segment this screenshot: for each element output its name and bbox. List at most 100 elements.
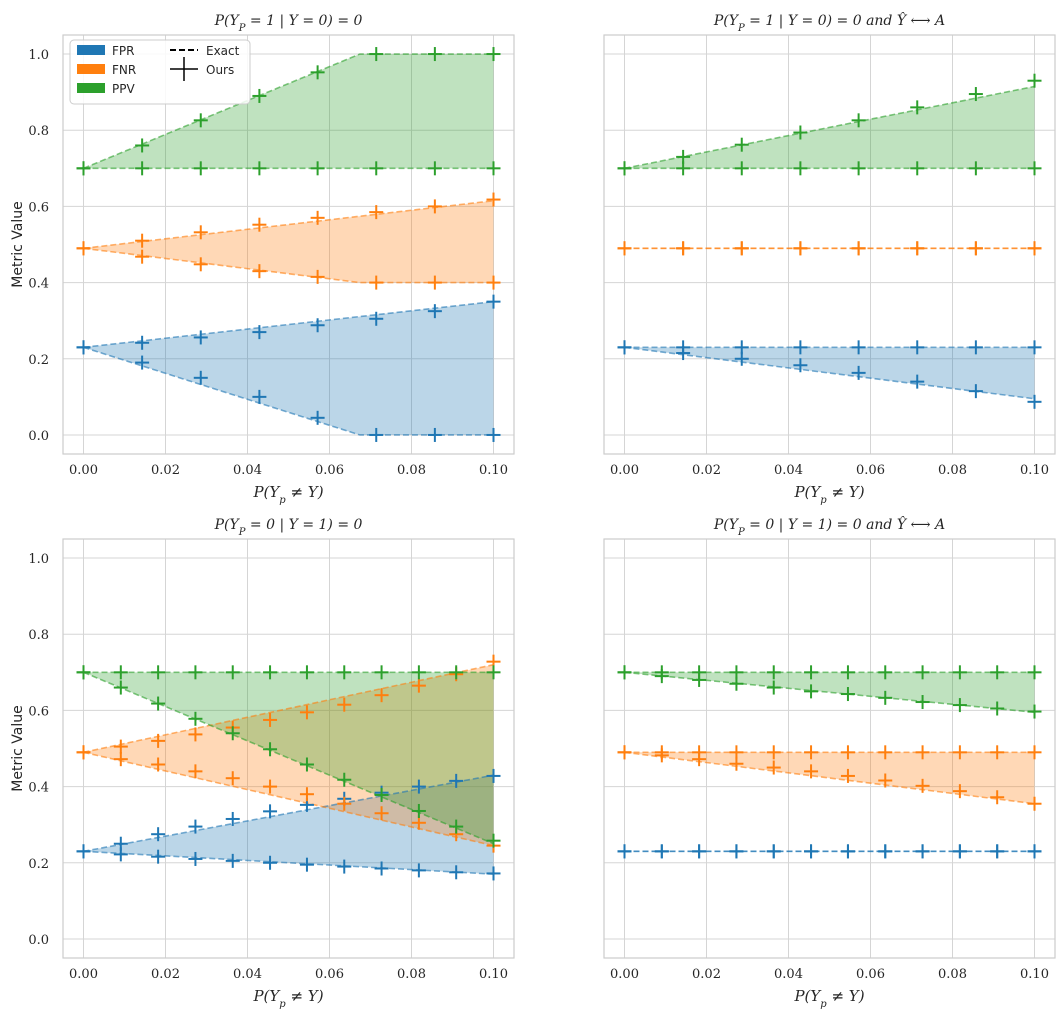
marker-upper-fpr: [427, 304, 442, 319]
marker-lower-fnr: [804, 764, 819, 779]
marker-lower-fpr: [151, 849, 166, 864]
marker-upper-ppv: [968, 87, 983, 102]
marker-upper-fnr: [427, 199, 442, 214]
exact-lower-line-fpr: [83, 346, 494, 436]
x-tick-label: 0.00: [610, 967, 639, 982]
marker-upper-ppv: [804, 665, 819, 680]
legend-label-exact: Exact: [206, 44, 240, 58]
marker-lower-fnr: [188, 764, 203, 779]
marker-lower-ppv: [151, 696, 166, 711]
marker-upper-ppv: [193, 113, 208, 128]
y-tick-label: 0.2: [28, 353, 49, 368]
y-tick-label: 0.6: [28, 200, 49, 215]
marker-lower-fpr: [113, 847, 128, 862]
y-tick-label: 0.0: [28, 933, 49, 948]
marker-lower-fnr: [486, 275, 501, 290]
marker-lower-fpr: [427, 427, 442, 442]
x-tick-label: 0.10: [1020, 967, 1049, 982]
marker-lower-ppv: [486, 161, 501, 176]
x-tick-label: 0.08: [397, 463, 426, 478]
marker-lower-fnr: [840, 768, 855, 783]
y-tick-label: 0.0: [28, 429, 49, 444]
marker-lower-fpr: [729, 844, 744, 859]
x-tick-label: 0.02: [151, 463, 180, 478]
marker-lower-fpr: [990, 844, 1005, 859]
x-axis-label: P(Yp ≠ Y): [252, 483, 323, 506]
x-tick-label: 0.02: [692, 463, 721, 478]
marker-lower-ppv: [617, 665, 632, 680]
marker-upper-ppv: [374, 665, 389, 680]
marker-upper-ppv: [878, 665, 893, 680]
x-tick-label: 0.02: [692, 967, 721, 982]
marker-lower-fpr: [840, 844, 855, 859]
marker-lower-fnr: [1027, 241, 1042, 256]
marker-upper-fnr: [151, 733, 166, 748]
marker-upper-fnr: [374, 688, 389, 703]
marker-upper-ppv: [299, 665, 314, 680]
marker-lower-fnr: [151, 757, 166, 772]
marker-lower-ppv: [952, 698, 967, 713]
marker-upper-fnr: [337, 697, 352, 712]
marker-lower-fnr: [76, 745, 91, 760]
marker-lower-fnr: [299, 787, 314, 802]
marker-lower-ppv: [411, 803, 426, 818]
marker-lower-fpr: [804, 844, 819, 859]
x-tick-label: 0.00: [610, 463, 639, 478]
marker-lower-fpr: [915, 844, 930, 859]
marker-upper-fpr: [193, 330, 208, 345]
marker-upper-ppv: [910, 100, 925, 115]
x-tick-label: 0.08: [938, 967, 967, 982]
x-axis-label: P(Yp ≠ Y): [793, 483, 864, 506]
marker-lower-fnr: [427, 275, 442, 290]
marker-upper-fpr: [369, 311, 384, 326]
y-axis-label: Metric Value: [10, 705, 26, 791]
marker-lower-ppv: [804, 684, 819, 699]
marker-lower-ppv: [449, 819, 464, 834]
chart-title: P(YP = 0 | Y = 1) = 0: [214, 517, 363, 538]
x-tick-label: 0.04: [774, 463, 803, 478]
marker-upper-ppv: [990, 665, 1005, 680]
marker-lower-fpr: [486, 427, 501, 442]
x-tick-label: 0.10: [479, 463, 508, 478]
marker-lower-fpr: [449, 865, 464, 880]
marker-lower-fnr: [793, 241, 808, 256]
series-fill-fpr: [83, 775, 494, 875]
marker-lower-fpr: [263, 855, 278, 870]
marker-lower-ppv: [878, 690, 893, 705]
legend-label-fpr: FPR: [112, 44, 134, 58]
marker-lower-fpr: [76, 340, 91, 355]
marker-lower-fnr: [310, 269, 325, 284]
marker-upper-fpr: [263, 804, 278, 819]
chart-title: P(YP = 0 | Y = 1) = 0 and Ŷ ⟷ A: [713, 515, 945, 538]
legend-swatch-ppv: [77, 83, 105, 93]
x-tick-label: 0.06: [856, 463, 885, 478]
marker-upper-ppv: [369, 47, 384, 62]
marker-lower-fnr: [968, 241, 983, 256]
marker-upper-fpr: [851, 340, 866, 355]
marker-upper-ppv: [486, 665, 501, 680]
marker-upper-ppv: [113, 665, 128, 680]
x-tick-label: 0.00: [69, 967, 98, 982]
x-tick-label: 0.04: [233, 967, 262, 982]
exact-lower-line-fnr: [624, 751, 1035, 805]
y-tick-label: 0.8: [28, 628, 49, 643]
marker-lower-ppv: [676, 161, 691, 176]
marker-upper-fnr: [840, 745, 855, 760]
marker-lower-fnr: [374, 806, 389, 821]
marker-lower-fpr: [617, 844, 632, 859]
x-tick-label: 0.02: [151, 967, 180, 982]
marker-lower-ppv: [225, 726, 240, 741]
y-tick-label: 1.0: [28, 552, 49, 567]
marker-upper-ppv: [427, 47, 442, 62]
x-tick-label: 0.10: [1020, 463, 1049, 478]
series-fill-fpr: [83, 301, 494, 435]
marker-lower-fnr: [135, 249, 150, 264]
marker-upper-fnr: [915, 745, 930, 760]
exact-upper-line-ppv: [83, 53, 494, 170]
marker-upper-fnr: [804, 745, 819, 760]
marker-upper-ppv: [851, 113, 866, 128]
legend-label-ppv: PPV: [112, 82, 135, 96]
marker-upper-fnr: [299, 705, 314, 720]
marker-upper-ppv: [1027, 665, 1042, 680]
marker-lower-fnr: [369, 275, 384, 290]
